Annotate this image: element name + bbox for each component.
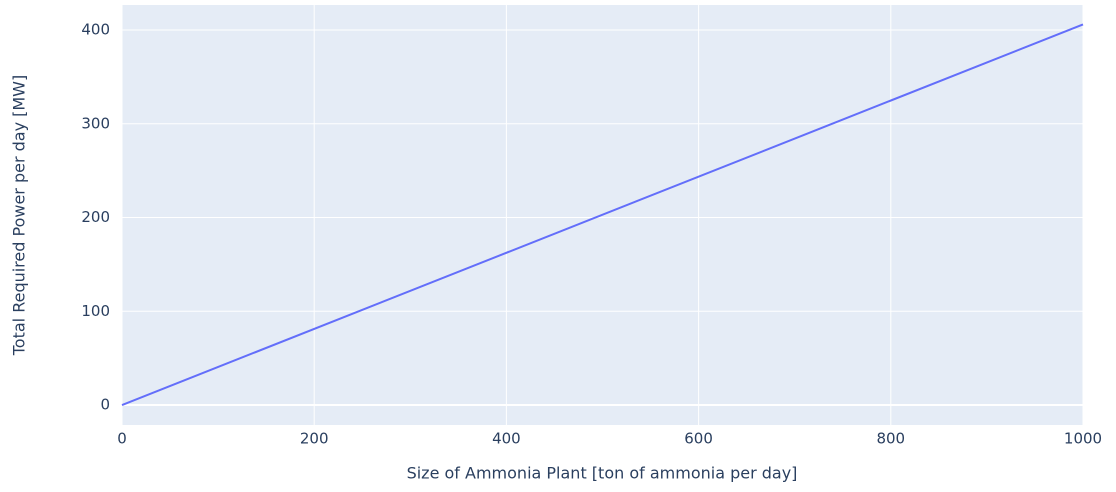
y-tick-label: 200 [81, 208, 110, 226]
y-tick-label: 400 [81, 21, 110, 39]
x-tick-label: 200 [300, 430, 329, 448]
x-tick-label: 600 [684, 430, 713, 448]
x-tick-label: 1000 [1064, 430, 1102, 448]
x-tick-label: 800 [876, 430, 905, 448]
x-axis-title: Size of Ammonia Plant [ton of ammonia pe… [407, 464, 798, 483]
x-tick-label: 400 [492, 430, 521, 448]
line-series [121, 23, 1084, 406]
y-tick-label: 300 [81, 114, 110, 132]
y-tick-label: 100 [81, 302, 110, 320]
y-tick-label: 0 [100, 396, 110, 414]
y-axis-title: Total Required Power per day [MW] [10, 75, 29, 357]
x-tick-label: 0 [117, 430, 127, 448]
